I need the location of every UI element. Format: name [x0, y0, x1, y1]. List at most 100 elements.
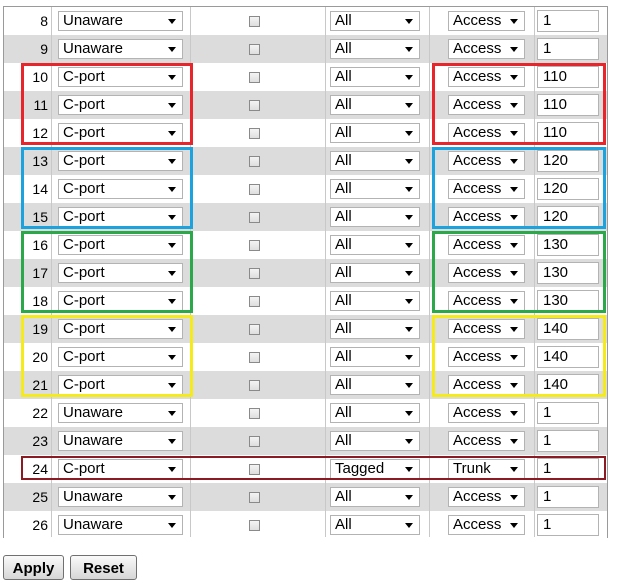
pvid-input[interactable]: 120 [537, 178, 599, 200]
table-row: 12 C-port All Access 110 [4, 119, 607, 147]
pvid-input[interactable]: 130 [537, 234, 599, 256]
ingress-filter-checkbox[interactable] [249, 100, 260, 111]
port-mode-select[interactable]: Access [448, 403, 525, 423]
port-type-select[interactable]: C-port [58, 95, 183, 115]
ingress-filter-checkbox[interactable] [249, 464, 260, 475]
port-type-select[interactable]: C-port [58, 291, 183, 311]
port-type-select[interactable]: Unaware [58, 431, 183, 451]
frame-type-select[interactable]: All [330, 515, 420, 535]
ingress-filter-checkbox[interactable] [249, 492, 260, 503]
port-type-select[interactable]: C-port [58, 123, 183, 143]
frame-type-select[interactable]: All [330, 95, 420, 115]
reset-button[interactable]: Reset [70, 555, 137, 580]
frame-type-select[interactable]: All [330, 487, 420, 507]
port-mode-select[interactable]: Access [448, 263, 525, 283]
pvid-input[interactable]: 140 [537, 318, 599, 340]
pvid-input[interactable]: 1 [537, 430, 599, 452]
pvid-input[interactable]: 1 [537, 38, 599, 60]
port-type-select[interactable]: C-port [58, 319, 183, 339]
frame-type-select[interactable]: All [330, 291, 420, 311]
port-mode-select[interactable]: Access [448, 207, 525, 227]
port-type-select[interactable]: Unaware [58, 515, 183, 535]
pvid-input[interactable]: 1 [537, 402, 599, 424]
pvid-input[interactable]: 130 [537, 262, 599, 284]
pvid-input[interactable]: 140 [537, 374, 599, 396]
pvid-input[interactable]: 120 [537, 206, 599, 228]
port-mode-select[interactable]: Access [448, 123, 525, 143]
ingress-filter-checkbox[interactable] [249, 268, 260, 279]
ingress-filter-checkbox[interactable] [249, 156, 260, 167]
port-type-select[interactable]: Unaware [58, 403, 183, 423]
frame-type-select[interactable]: All [330, 375, 420, 395]
pvid-input[interactable]: 140 [537, 346, 599, 368]
port-type-select[interactable]: C-port [58, 67, 183, 87]
port-type-select[interactable]: C-port [58, 263, 183, 283]
frame-type-select[interactable]: All [330, 67, 420, 87]
ingress-filter-checkbox[interactable] [249, 128, 260, 139]
port-mode-select[interactable]: Access [448, 515, 525, 535]
pvid-input[interactable]: 1 [537, 458, 599, 480]
pvid-input[interactable]: 1 [537, 486, 599, 508]
ingress-filter-checkbox[interactable] [249, 324, 260, 335]
frame-type-select[interactable]: All [330, 319, 420, 339]
port-mode-select[interactable]: Access [448, 375, 525, 395]
pvid-input[interactable]: 1 [537, 10, 599, 32]
port-mode-select[interactable]: Trunk [448, 459, 525, 479]
ingress-filter-checkbox[interactable] [249, 44, 260, 55]
pvid-input[interactable]: 130 [537, 290, 599, 312]
port-mode-select[interactable]: Access [448, 291, 525, 311]
port-type-select[interactable]: C-port [58, 151, 183, 171]
ingress-filter-checkbox[interactable] [249, 240, 260, 251]
frame-type-select[interactable]: All [330, 179, 420, 199]
pvid-input[interactable]: 120 [537, 150, 599, 172]
pvid-input[interactable]: 110 [537, 122, 599, 144]
port-mode-select[interactable]: Access [448, 39, 525, 59]
pvid-input[interactable]: 110 [537, 94, 599, 116]
frame-type-select[interactable]: All [330, 403, 420, 423]
port-mode-select[interactable]: Access [448, 179, 525, 199]
port-type-select[interactable]: Unaware [58, 39, 183, 59]
port-mode-select[interactable]: Access [448, 347, 525, 367]
ingress-filter-checkbox[interactable] [249, 212, 260, 223]
ingress-filter-checkbox[interactable] [249, 16, 260, 27]
ingress-filter-checkbox[interactable] [249, 520, 260, 531]
ingress-filter-checkbox[interactable] [249, 436, 260, 447]
ingress-filter-checkbox[interactable] [249, 352, 260, 363]
pvid-input[interactable]: 110 [537, 66, 599, 88]
port-mode-select[interactable]: Access [448, 95, 525, 115]
chevron-down-icon [405, 103, 413, 108]
port-type-select[interactable]: C-port [58, 347, 183, 367]
frame-type-select[interactable]: All [330, 39, 420, 59]
port-type-select[interactable]: C-port [58, 375, 183, 395]
ingress-filter-checkbox[interactable] [249, 296, 260, 307]
frame-type-select[interactable]: All [330, 263, 420, 283]
port-type-select[interactable]: Unaware [58, 487, 183, 507]
frame-type-select[interactable]: All [330, 347, 420, 367]
port-mode-select[interactable]: Access [448, 11, 525, 31]
ingress-filter-checkbox[interactable] [249, 184, 260, 195]
frame-type-select[interactable]: All [330, 151, 420, 171]
ingress-filter-checkbox[interactable] [249, 408, 260, 419]
frame-type-select[interactable]: All [330, 207, 420, 227]
ingress-filter-checkbox[interactable] [249, 72, 260, 83]
port-type-select[interactable]: C-port [58, 235, 183, 255]
frame-type-select[interactable]: Tagged [330, 459, 420, 479]
frame-type-select[interactable]: All [330, 431, 420, 451]
port-mode-select[interactable]: Access [448, 151, 525, 171]
apply-button[interactable]: Apply [3, 555, 64, 580]
port-type-select[interactable]: C-port [58, 207, 183, 227]
port-type-select[interactable]: C-port [58, 459, 183, 479]
frame-type-select[interactable]: All [330, 11, 420, 31]
port-mode-select[interactable]: Access [448, 487, 525, 507]
frame-type-select[interactable]: All [330, 123, 420, 143]
frame-type-select[interactable]: All [330, 235, 420, 255]
port-mode-select[interactable]: Access [448, 431, 525, 451]
port-mode-select[interactable]: Access [448, 67, 525, 87]
port-mode-select[interactable]: Access [448, 319, 525, 339]
chevron-down-icon [510, 523, 518, 528]
port-mode-select[interactable]: Access [448, 235, 525, 255]
ingress-filter-checkbox[interactable] [249, 380, 260, 391]
port-type-select[interactable]: C-port [58, 179, 183, 199]
port-type-select[interactable]: Unaware [58, 11, 183, 31]
pvid-input[interactable]: 1 [537, 514, 599, 536]
